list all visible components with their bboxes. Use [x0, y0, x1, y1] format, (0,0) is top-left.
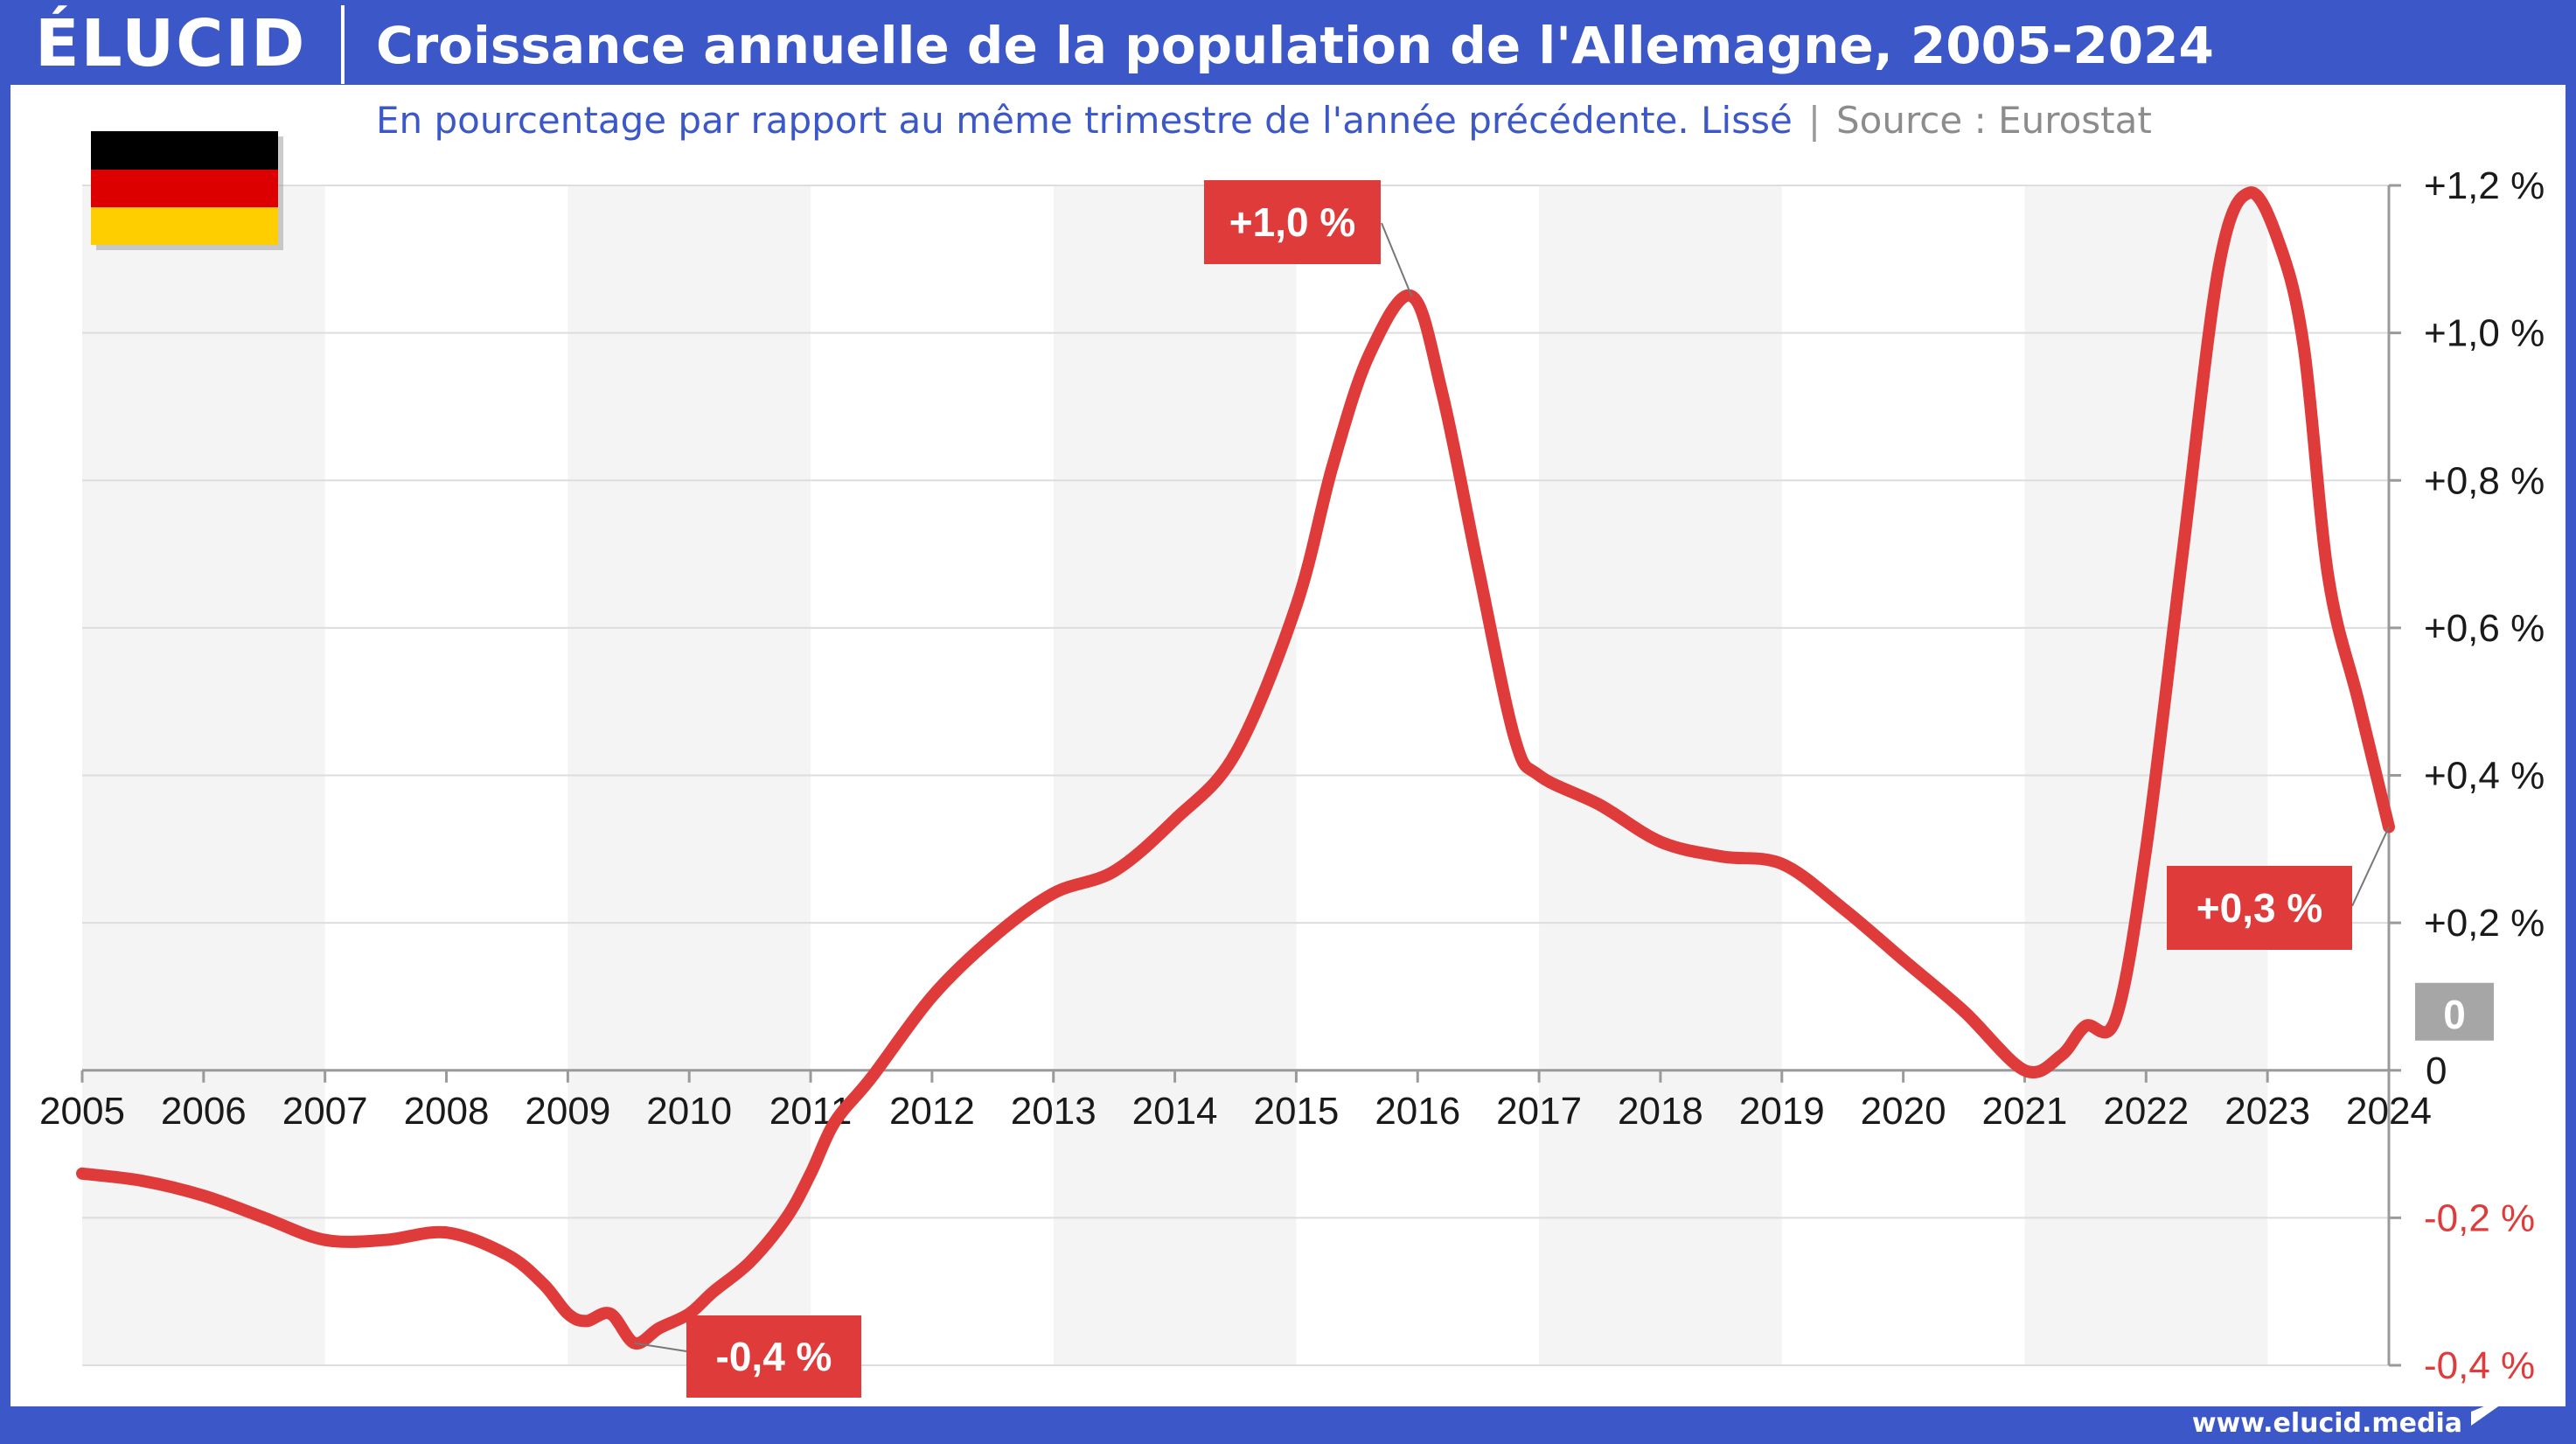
header-divider [341, 5, 345, 84]
x-tick-label: 2023 [2224, 1090, 2310, 1133]
germany-flag-icon [91, 131, 283, 250]
y-tick-label: +1,0 % [2424, 312, 2545, 355]
annotation-text: +1,0 % [1229, 199, 1356, 245]
annotation-leader [634, 1342, 687, 1352]
annotation-leader [2351, 827, 2390, 907]
y-tick-label: +0,4 % [2424, 755, 2545, 798]
x-tick-label: 2019 [1739, 1090, 1825, 1133]
subtitle-description: En pourcentage par rapport au même trime… [376, 99, 1793, 142]
chart-subtitle: En pourcentage par rapport au même trime… [376, 94, 2152, 147]
x-tick-label: 2020 [1861, 1090, 1946, 1133]
x-tick-label: 2017 [1496, 1090, 1582, 1133]
x-tick-label: 2016 [1375, 1090, 1460, 1133]
annotation-label: +1,0 % [1204, 180, 1413, 296]
annotation-box [2167, 866, 2352, 950]
elucid-logo: ÉLUCID [35, 6, 307, 81]
y-tick-label: +0,2 % [2424, 902, 2545, 945]
annotation-box [1204, 180, 1381, 264]
x-tick-label: 2024 [2346, 1090, 2432, 1133]
x-tick-label: 2008 [404, 1090, 490, 1133]
x-tick-label: 2018 [1618, 1090, 1703, 1133]
annotation-text: -0,4 % [716, 1334, 832, 1379]
x-tick-label: 2010 [646, 1090, 732, 1133]
y-tick-label: -0,4 % [2424, 1344, 2535, 1387]
axes [80, 184, 2401, 1367]
y-tick-label: +0,8 % [2424, 459, 2545, 502]
x-tick-labels: 2005 2006 2007 2008 2009 2010 2011 2012 2013 2014… [39, 1090, 2432, 1133]
paper-plane-icon [2471, 1392, 2518, 1426]
x-tick-label: 2006 [161, 1090, 247, 1133]
x-tick-label: 2022 [2103, 1090, 2189, 1133]
y-tick-label: +1,2 % [2424, 164, 2545, 207]
annotation-leader [1381, 222, 1413, 296]
y-tick-label: 0 [2426, 1050, 2447, 1092]
x-tick-label: 2021 [1982, 1090, 2068, 1133]
x-tick-label: 2005 [39, 1090, 125, 1133]
subtitle-separator: | [1807, 99, 1821, 142]
annotation-label: -0,4 % [634, 1315, 861, 1398]
x-tick-label: 2014 [1132, 1090, 1218, 1133]
annotation-text: +0,3 % [2197, 885, 2323, 931]
y-tick-label: -0,2 % [2424, 1196, 2535, 1239]
x-tick-label: 2015 [1253, 1090, 1339, 1133]
series-lines [76, 186, 2395, 1350]
x-tick-label: 2013 [1011, 1090, 1097, 1133]
x-tick-label: 2009 [525, 1090, 610, 1133]
series-line [76, 186, 2395, 1350]
x-tick-label: 2007 [282, 1090, 368, 1133]
annotations: +1,0 % -0,4 % +0,3 % [634, 180, 2390, 1398]
subtitle-source: Source : Eurostat [1835, 99, 2152, 142]
y-tick-label: +0,6 % [2424, 607, 2545, 650]
zero-badge-label: 0 [2443, 992, 2466, 1037]
y-tick-labels: +1,2 % +1,0 % +0,8 % +0,6 % +0,4 % +0,2 % 0 -0,… [2415, 164, 2545, 1387]
zero-badge: 0 [2415, 982, 2494, 1041]
footer-url: www.elucid.media [2191, 1408, 2462, 1439]
annotation-box [686, 1315, 861, 1398]
x-tick-label: 2012 [889, 1090, 975, 1133]
annotation-label: +0,3 % [2167, 827, 2390, 950]
chart-title: Croissance annuelle de la population de … [376, 16, 2214, 75]
